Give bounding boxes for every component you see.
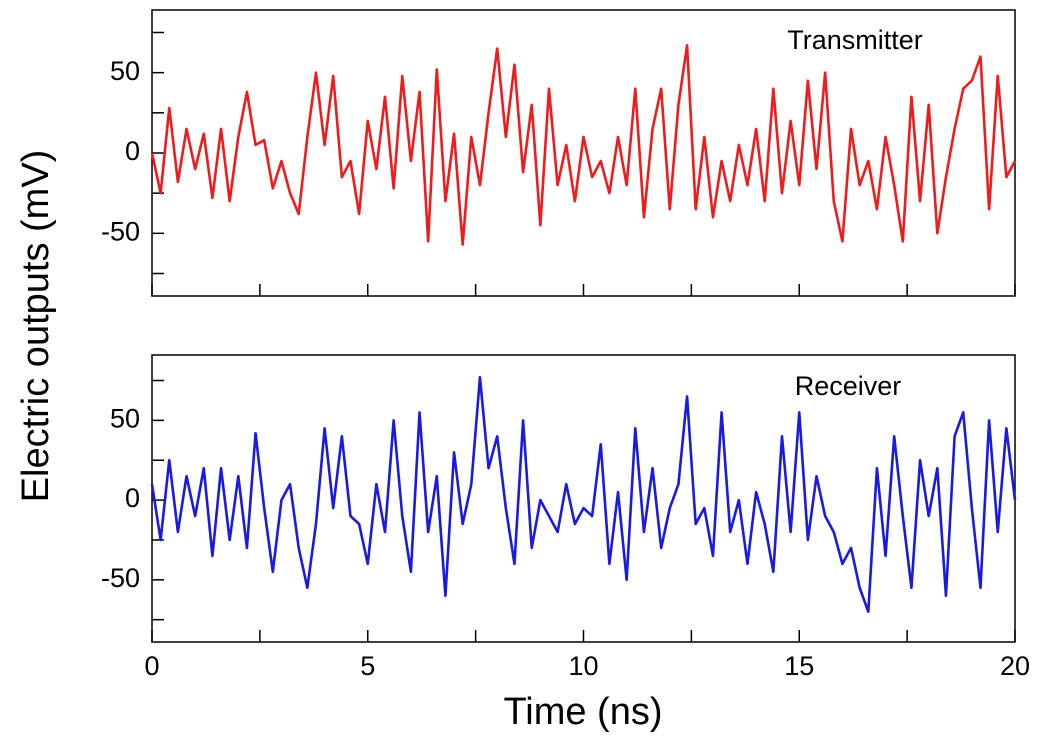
y-tick-label: 50 [110, 403, 140, 433]
x-tick-label: 20 [1000, 651, 1030, 681]
data-line [150, 44, 1017, 246]
y-tick-label: -50 [101, 216, 140, 246]
x-tick-label: 5 [360, 651, 375, 681]
x-tick-label: 0 [144, 651, 159, 681]
x-tick-label: 10 [568, 651, 598, 681]
data-line [150, 376, 1017, 614]
y-tick-label: 50 [110, 56, 140, 86]
y-tick-label: 0 [125, 136, 140, 166]
panel-annotation: Transmitter [787, 25, 923, 55]
x-tick-label: 15 [784, 651, 814, 681]
y-tick-label: -50 [101, 563, 140, 593]
y-axis-label: Electric outputs (mV) [15, 150, 57, 503]
y-tick-label: 0 [125, 483, 140, 513]
panel-annotation: Receiver [795, 371, 902, 401]
x-axis-label: Time (ns) [503, 691, 662, 733]
